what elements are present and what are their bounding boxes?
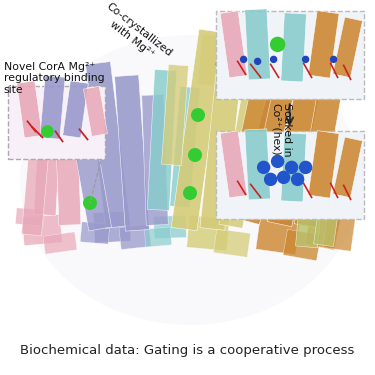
FancyBboxPatch shape — [171, 29, 225, 231]
FancyBboxPatch shape — [220, 36, 236, 74]
FancyBboxPatch shape — [115, 75, 149, 231]
FancyBboxPatch shape — [43, 232, 77, 254]
Circle shape — [255, 58, 261, 64]
FancyBboxPatch shape — [304, 190, 345, 250]
FancyBboxPatch shape — [308, 130, 339, 198]
FancyBboxPatch shape — [283, 229, 321, 261]
Circle shape — [292, 173, 304, 185]
Circle shape — [272, 155, 284, 167]
FancyBboxPatch shape — [294, 66, 346, 228]
FancyBboxPatch shape — [119, 225, 151, 249]
Circle shape — [191, 108, 205, 122]
Text: Novel CorA Mg²⁺
regulatory binding
site: Novel CorA Mg²⁺ regulatory binding site — [4, 62, 104, 95]
Circle shape — [331, 56, 337, 62]
FancyBboxPatch shape — [281, 13, 306, 82]
Text: Soaked in
Co²⁺(hex): Soaked in Co²⁺(hex) — [270, 103, 292, 156]
FancyBboxPatch shape — [22, 214, 62, 246]
FancyBboxPatch shape — [256, 215, 300, 255]
FancyBboxPatch shape — [267, 47, 329, 226]
Circle shape — [188, 148, 202, 162]
FancyBboxPatch shape — [80, 222, 110, 244]
Circle shape — [271, 56, 277, 62]
FancyBboxPatch shape — [144, 227, 172, 247]
FancyBboxPatch shape — [226, 59, 278, 211]
FancyBboxPatch shape — [17, 81, 42, 138]
FancyBboxPatch shape — [234, 30, 310, 225]
FancyBboxPatch shape — [198, 34, 218, 86]
FancyBboxPatch shape — [55, 115, 81, 225]
FancyBboxPatch shape — [187, 215, 230, 250]
FancyBboxPatch shape — [8, 86, 105, 159]
FancyBboxPatch shape — [15, 208, 45, 226]
Circle shape — [83, 196, 97, 210]
Circle shape — [183, 186, 197, 200]
Circle shape — [258, 161, 270, 173]
Circle shape — [241, 56, 247, 62]
FancyBboxPatch shape — [170, 86, 200, 208]
Circle shape — [278, 171, 290, 183]
FancyBboxPatch shape — [147, 69, 177, 210]
FancyBboxPatch shape — [84, 86, 108, 136]
FancyBboxPatch shape — [63, 81, 88, 138]
FancyBboxPatch shape — [245, 9, 270, 80]
Text: Biochemical data: Gating is a cooperative process: Biochemical data: Gating is a cooperativ… — [20, 344, 355, 357]
Circle shape — [42, 126, 53, 137]
FancyBboxPatch shape — [142, 94, 168, 225]
FancyBboxPatch shape — [245, 129, 270, 200]
FancyBboxPatch shape — [264, 38, 286, 82]
FancyBboxPatch shape — [64, 89, 111, 231]
Circle shape — [271, 38, 285, 51]
FancyBboxPatch shape — [333, 137, 363, 198]
FancyBboxPatch shape — [93, 211, 131, 243]
Ellipse shape — [20, 35, 360, 325]
FancyBboxPatch shape — [162, 64, 189, 166]
Circle shape — [303, 56, 309, 62]
FancyBboxPatch shape — [213, 229, 250, 257]
FancyBboxPatch shape — [34, 94, 62, 216]
FancyBboxPatch shape — [86, 62, 130, 228]
FancyBboxPatch shape — [314, 179, 342, 247]
Text: Co-crystallized
with Mg²⁺: Co-crystallized with Mg²⁺ — [98, 2, 174, 68]
FancyBboxPatch shape — [323, 203, 357, 251]
FancyBboxPatch shape — [21, 154, 48, 236]
FancyBboxPatch shape — [154, 216, 186, 238]
Circle shape — [265, 173, 277, 185]
FancyBboxPatch shape — [296, 166, 324, 248]
FancyBboxPatch shape — [219, 62, 271, 228]
FancyBboxPatch shape — [308, 10, 339, 78]
FancyBboxPatch shape — [216, 11, 364, 99]
FancyBboxPatch shape — [281, 133, 306, 202]
FancyBboxPatch shape — [333, 17, 363, 78]
FancyBboxPatch shape — [40, 76, 65, 139]
FancyBboxPatch shape — [200, 44, 244, 230]
FancyBboxPatch shape — [216, 131, 364, 219]
Circle shape — [286, 161, 298, 173]
Circle shape — [300, 161, 312, 173]
FancyBboxPatch shape — [220, 131, 247, 198]
FancyBboxPatch shape — [220, 11, 247, 78]
